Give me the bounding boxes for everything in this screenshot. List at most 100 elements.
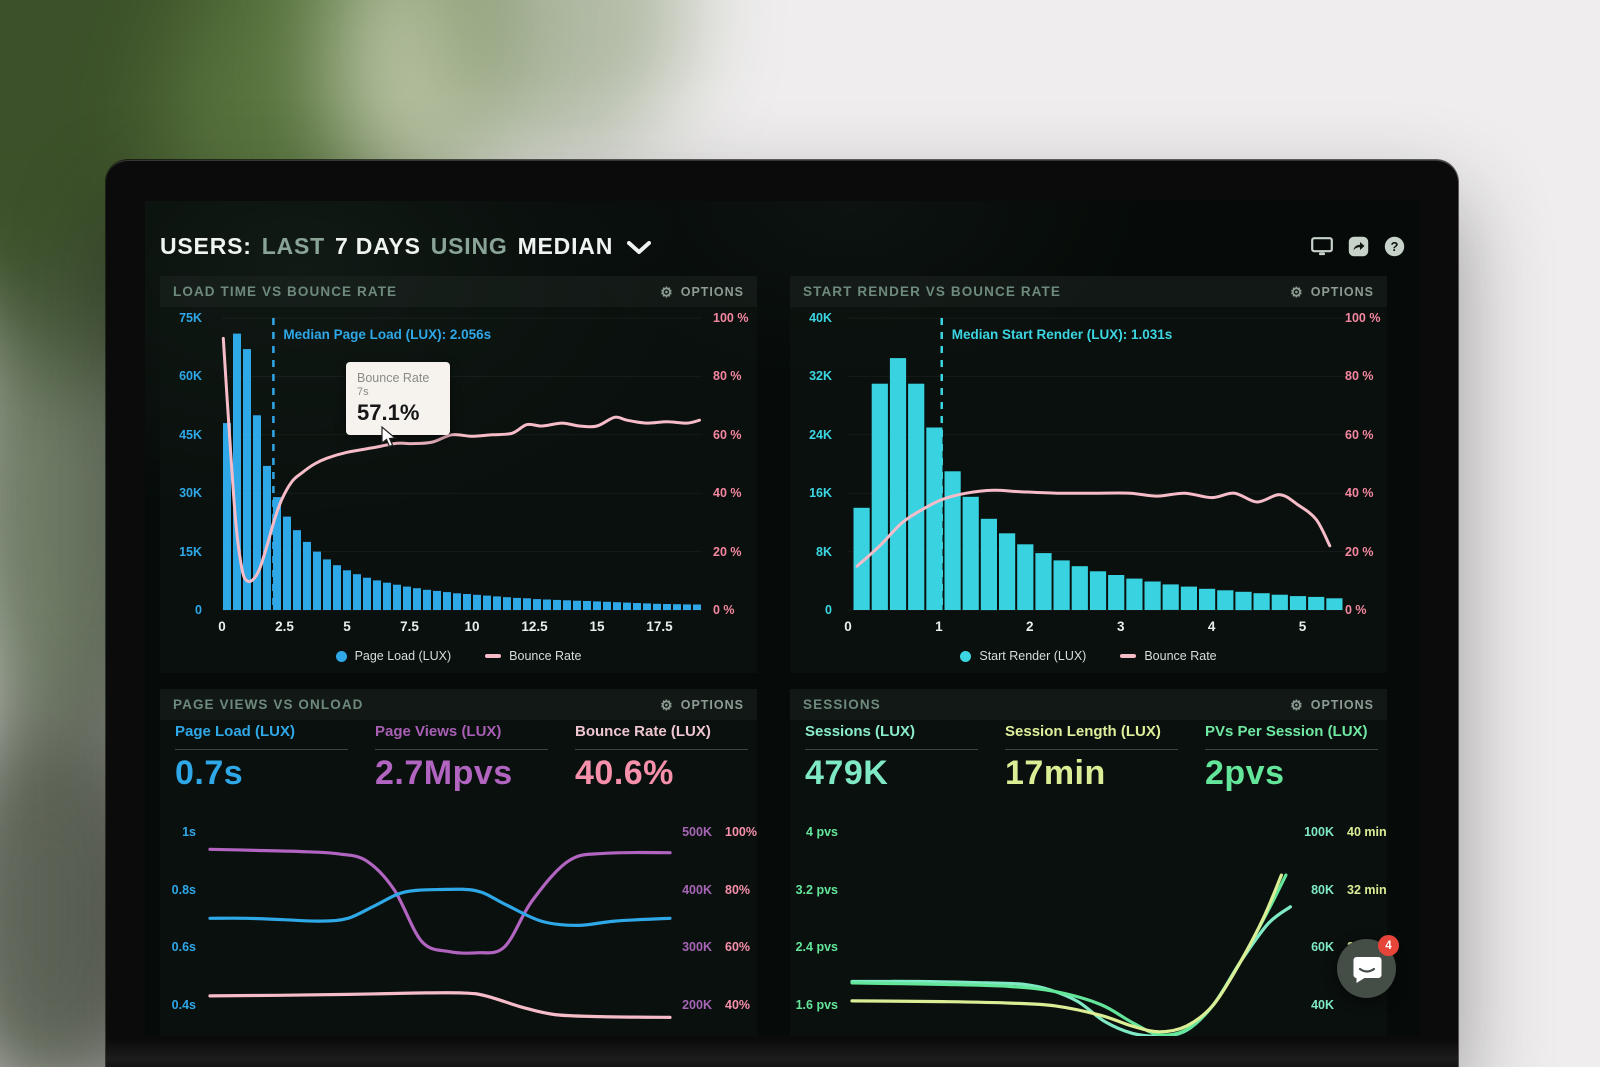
- metric-value: 479K: [805, 754, 889, 792]
- chart-area: 75K 60K 45K 30K 15K 0 Median Page Load (LUX):…: [160, 307, 757, 673]
- chart-legend: Page Load (LUX) Bounce Rate: [160, 649, 757, 663]
- metrics-row: Sessions (LUX) 479K Session Length (LUX)…: [790, 723, 1387, 793]
- help-button[interactable]: ?: [1384, 236, 1405, 257]
- legend-label: Page Load (LUX): [354, 649, 452, 663]
- app-header: USERS: LAST 7 DAYS USING MEDIAN ?: [160, 225, 1405, 267]
- page-views-chart-svg: [208, 847, 672, 1019]
- metric-session-length: Session Length (LUX) 17min: [1005, 723, 1195, 793]
- y-axis-tick: 60%: [725, 940, 751, 954]
- y-axis-tick: 60 %: [1345, 427, 1374, 442]
- metric-label: Sessions (LUX): [805, 723, 916, 740]
- y-axis-tick: 40K: [809, 311, 832, 325]
- chat-launcher-button[interactable]: 4: [1337, 935, 1399, 998]
- gear-icon: ⚙: [1290, 696, 1304, 713]
- tooltip-value: 57.1%: [357, 400, 420, 425]
- share-button[interactable]: [1348, 236, 1369, 257]
- gear-icon: ⚙: [1290, 283, 1304, 300]
- legend-item[interactable]: Bounce Rate: [485, 649, 581, 663]
- x-axis-tick: 5: [1298, 619, 1307, 634]
- x-axis-tick: 17.5: [646, 619, 673, 634]
- legend-item[interactable]: Bounce Rate: [1120, 649, 1217, 663]
- title-part: 7 DAYS: [334, 232, 421, 259]
- metric-value: 17min: [1005, 754, 1106, 792]
- options-button[interactable]: ⚙ OPTIONS: [1290, 698, 1374, 712]
- x-axis-tick: 15: [589, 619, 605, 634]
- x-axis-tick: 12.5: [521, 619, 548, 634]
- y-axis-tick: 200K: [682, 997, 712, 1012]
- y-axis-tick: 45K: [179, 427, 202, 442]
- x-axis-tick: 4: [1207, 619, 1216, 634]
- y-axis-tick: 40K: [1311, 997, 1334, 1012]
- y-axis-right: 100 % 80 % 60 % 40 % 20 % 0 %: [705, 311, 755, 617]
- plot-area: Median Start Render (LUX): 1.031s: [848, 317, 1348, 611]
- y-axis-tick: 100K: [1304, 825, 1334, 839]
- options-button[interactable]: ⚙ OPTIONS: [660, 698, 744, 712]
- load-time-chart-svg: [221, 317, 702, 611]
- y-axis-tick: 100 %: [713, 311, 749, 325]
- panel-header: SESSIONS ⚙ OPTIONS: [790, 689, 1387, 720]
- options-label: OPTIONS: [680, 697, 744, 712]
- legend-item[interactable]: Start Render (LUX): [960, 649, 1086, 663]
- options-label: OPTIONS: [680, 284, 744, 299]
- y-axis-left: 40K 32K 24K 16K 8K 0: [790, 311, 842, 617]
- y-axis-tick: 300K: [682, 940, 712, 954]
- start-render-chart-svg: [848, 317, 1348, 611]
- y-axis-tick: 40 min: [1347, 825, 1387, 839]
- x-axis-tick: 7.5: [400, 619, 419, 634]
- y-axis-tick: 40 %: [1345, 486, 1374, 501]
- y-axis-tick: 20 %: [1345, 544, 1374, 559]
- y-axis-tick-pair: 300K 60%: [674, 940, 750, 954]
- metric-dropdown[interactable]: USERS: LAST 7 DAYS USING MEDIAN: [160, 231, 652, 261]
- x-axis-tick: 1: [935, 619, 943, 634]
- metrics-row: Page Load (LUX) 0.7s Page Views (LUX) 2.…: [160, 723, 757, 793]
- legend-dot-swatch: [960, 650, 972, 662]
- title-part: USING: [430, 232, 508, 259]
- metric-label: Page Views (LUX): [375, 723, 502, 740]
- metric-underline: [575, 749, 748, 750]
- panel-start-render-vs-bounce-rate: START RENDER VS BOUNCE RATE ⚙ OPTIONS 40…: [790, 276, 1387, 673]
- legend-label: Bounce Rate: [1144, 649, 1217, 663]
- legend-line-swatch: [1120, 654, 1137, 658]
- y-axis-tick: 0.4s: [171, 997, 196, 1012]
- notification-badge: 4: [1378, 935, 1399, 956]
- y-axis-tick: 3.2 pvs: [795, 882, 838, 897]
- options-button[interactable]: ⚙ OPTIONS: [1290, 285, 1374, 299]
- y-axis-tick: 40%: [725, 997, 751, 1012]
- y-axis-tick-pair: 400K 80%: [674, 883, 750, 897]
- legend-dot-swatch: [335, 650, 347, 662]
- y-axis-tick: 1s: [182, 825, 196, 839]
- y-axis-right: 100 % 80 % 60 % 40 % 20 % 0 %: [1337, 311, 1385, 617]
- y-axis-tick: 60 %: [713, 427, 742, 442]
- metric-underline: [1205, 749, 1378, 750]
- y-axis-tick: 0.8s: [171, 882, 196, 897]
- y-axis-tick: 0: [825, 603, 832, 617]
- chart-area: 4 pvs 3.2 pvs 2.4 pvs 1.6 pvs 100K 40 min 80K…: [790, 720, 1387, 1036]
- y-axis-right: 500K 100% 400K 80% 300K 60% 200K 40%: [674, 825, 757, 1036]
- panel-header: LOAD TIME VS BOUNCE RATE ⚙ OPTIONS: [160, 276, 757, 307]
- legend-line-swatch: [485, 654, 502, 658]
- y-axis-tick-pair: 40K: [1296, 998, 1347, 1012]
- y-axis-tick: 2.4 pvs: [795, 940, 838, 954]
- metric-label: Page Load (LUX): [175, 723, 296, 740]
- y-axis-tick: 75K: [179, 311, 202, 325]
- metric-underline: [375, 749, 548, 750]
- legend-item[interactable]: Page Load (LUX): [335, 649, 452, 663]
- x-axis-tick: 0: [844, 619, 852, 634]
- legend-label: Bounce Rate: [509, 649, 582, 663]
- y-axis-tick: 400K: [682, 882, 712, 897]
- metric-page-views: Page Views (LUX) 2.7Mpvs: [375, 723, 565, 793]
- tooltip-x-value: 7s: [357, 386, 369, 398]
- panel-title: SESSIONS: [803, 697, 881, 712]
- y-axis-tick: 60K: [1311, 940, 1334, 954]
- y-axis-tick: 16K: [809, 486, 832, 501]
- x-axis-tick: 5: [343, 619, 351, 634]
- y-axis-left: 1s 0.8s 0.6s 0.4s: [160, 825, 206, 1036]
- metric-underline: [805, 749, 978, 750]
- metric-sessions: Sessions (LUX) 479K: [805, 723, 995, 793]
- options-button[interactable]: ⚙ OPTIONS: [660, 285, 744, 299]
- y-axis-tick: 1.6 pvs: [795, 997, 838, 1012]
- chart-area: 1s 0.8s 0.6s 0.4s 500K 100% 400K 80% 300K 60% 200…: [160, 720, 757, 1036]
- y-axis-tick: 24K: [809, 427, 832, 442]
- display-settings-button[interactable]: [1311, 236, 1333, 256]
